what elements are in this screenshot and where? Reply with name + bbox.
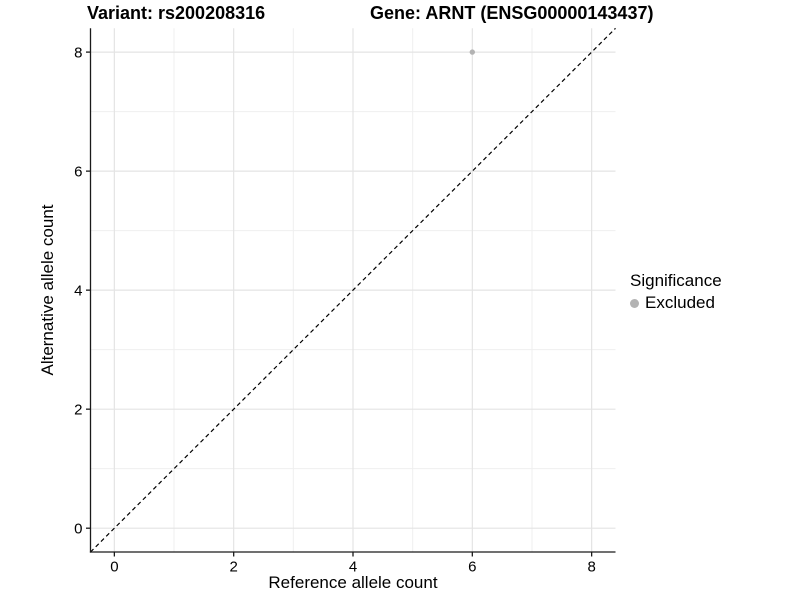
svg-text:6: 6 — [468, 559, 476, 576]
svg-text:0: 0 — [74, 521, 82, 538]
legend-entry-excluded: Excluded — [630, 293, 722, 313]
excluded-point-icon — [630, 298, 639, 308]
gene-title: Gene: ARNT (ENSG00000143437) — [370, 3, 654, 23]
x-axis-title: Reference allele count — [268, 573, 438, 592]
svg-text:4: 4 — [349, 559, 357, 576]
svg-text:8: 8 — [587, 559, 595, 576]
svg-text:0: 0 — [110, 559, 118, 576]
svg-text:4: 4 — [74, 283, 82, 300]
svg-text:2: 2 — [230, 559, 238, 576]
svg-text:6: 6 — [74, 164, 82, 181]
legend-title: Significance — [630, 271, 722, 290]
legend-entry-label: Excluded — [645, 293, 715, 312]
svg-text:2: 2 — [74, 402, 82, 419]
y-axis-title: Alternative allele count — [38, 204, 57, 376]
legend: Significance Excluded — [630, 271, 722, 313]
svg-text:8: 8 — [74, 45, 82, 62]
variant-title: Variant: rs200208316 — [87, 3, 266, 23]
